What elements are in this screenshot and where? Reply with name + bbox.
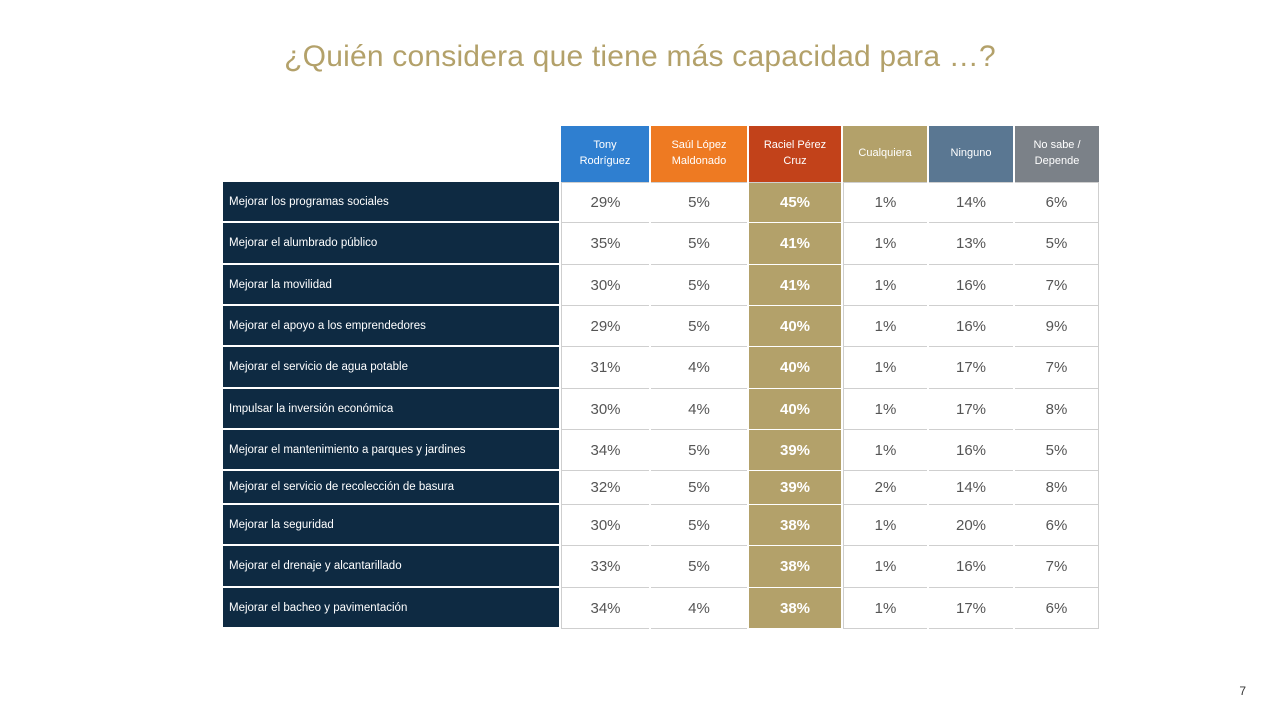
value-cell: 4% — [651, 347, 747, 389]
value-cell: 2% — [843, 471, 927, 505]
value-cell: 7% — [1015, 265, 1099, 306]
value-cell: 17% — [929, 347, 1013, 389]
value-cell: 4% — [651, 389, 747, 430]
value-cell: 5% — [651, 546, 747, 588]
value-cell: 1% — [843, 347, 927, 389]
value-cell: 1% — [843, 182, 927, 223]
row-label: Mejorar el servicio de agua potable — [223, 347, 559, 389]
highlighted-value-cell: 39% — [749, 471, 841, 505]
highlighted-value-cell: 41% — [749, 265, 841, 306]
page-number: 7 — [1239, 684, 1246, 698]
column-header-line: No sabe / — [1033, 139, 1081, 152]
highlighted-value-cell: 39% — [749, 430, 841, 471]
value-cell: 31% — [561, 347, 649, 389]
value-cell: 1% — [843, 505, 927, 546]
row-label: Mejorar el bacheo y pavimentación — [223, 588, 559, 629]
row-label: Mejorar el mantenimiento a parques y jar… — [223, 430, 559, 471]
value-cell: 6% — [1015, 588, 1099, 629]
page-title: ¿Quién considera que tiene más capacidad… — [284, 40, 996, 73]
highlighted-value-cell: 40% — [749, 347, 841, 389]
value-cell: 6% — [1015, 505, 1099, 546]
value-cell: 17% — [929, 588, 1013, 629]
value-cell: 34% — [561, 588, 649, 629]
highlighted-value-cell: 38% — [749, 505, 841, 546]
value-cell: 8% — [1015, 471, 1099, 505]
value-cell: 17% — [929, 389, 1013, 430]
value-cell: 1% — [843, 430, 927, 471]
value-cell: 5% — [651, 505, 747, 546]
column-header-line: Depende — [1034, 155, 1080, 167]
value-cell: 5% — [651, 223, 747, 265]
value-cell: 30% — [561, 265, 649, 306]
highlighted-value-cell: 40% — [749, 389, 841, 430]
row-label: Impulsar la inversión económica — [223, 389, 559, 430]
value-cell: 33% — [561, 546, 649, 588]
value-cell: 29% — [561, 182, 649, 223]
value-cell: 5% — [651, 471, 747, 505]
value-cell: 16% — [929, 430, 1013, 471]
value-cell: 1% — [843, 389, 927, 430]
value-cell: 1% — [843, 588, 927, 629]
column-header-line: Raciel Pérez — [763, 139, 827, 152]
value-cell: 13% — [929, 223, 1013, 265]
column-header: Cualquiera — [843, 126, 927, 182]
row-label: Mejorar el alumbrado público — [223, 223, 559, 265]
row-label: Mejorar la movilidad — [223, 265, 559, 306]
value-cell: 16% — [929, 306, 1013, 347]
value-cell: 5% — [651, 265, 747, 306]
value-cell: 14% — [929, 182, 1013, 223]
value-cell: 7% — [1015, 546, 1099, 588]
value-cell: 1% — [843, 223, 927, 265]
column-header-line: Saúl López — [671, 139, 727, 152]
value-cell: 30% — [561, 389, 649, 430]
row-label: Mejorar el apoyo a los emprendedores — [223, 306, 559, 347]
value-cell: 5% — [651, 182, 747, 223]
value-cell: 35% — [561, 223, 649, 265]
value-cell: 4% — [651, 588, 747, 629]
column-header: Saúl López Maldonado — [651, 126, 747, 182]
row-label: Mejorar los programas sociales — [223, 182, 559, 223]
value-cell: 5% — [651, 306, 747, 347]
value-cell: 5% — [1015, 430, 1099, 471]
value-cell: 32% — [561, 471, 649, 505]
value-cell: 16% — [929, 546, 1013, 588]
column-header-line: Cualquiera — [858, 147, 912, 160]
row-label: Mejorar la seguridad — [223, 505, 559, 546]
value-cell: 1% — [843, 306, 927, 347]
value-cell: 16% — [929, 265, 1013, 306]
highlighted-value-cell: 38% — [749, 546, 841, 588]
highlighted-value-cell: 40% — [749, 306, 841, 347]
value-cell: 20% — [929, 505, 1013, 546]
value-cell: 6% — [1015, 182, 1099, 223]
value-cell: 30% — [561, 505, 649, 546]
highlighted-value-cell: 41% — [749, 223, 841, 265]
column-header-line: Ninguno — [950, 147, 992, 160]
column-header: No sabe / Depende — [1015, 126, 1099, 182]
header-corner — [223, 126, 559, 182]
highlighted-value-cell: 45% — [749, 182, 841, 223]
row-label: Mejorar el servicio de recolección de ba… — [223, 471, 559, 505]
value-cell: 29% — [561, 306, 649, 347]
column-header-line: Maldonado — [671, 155, 727, 167]
value-cell: 14% — [929, 471, 1013, 505]
column-header: Tony Rodríguez — [561, 126, 649, 182]
highlighted-value-cell: 38% — [749, 588, 841, 629]
column-header: Ninguno — [929, 126, 1013, 182]
row-label: Mejorar el drenaje y alcantarillado — [223, 546, 559, 588]
value-cell: 1% — [843, 546, 927, 588]
value-cell: 1% — [843, 265, 927, 306]
value-cell: 8% — [1015, 389, 1099, 430]
column-header: Raciel Pérez Cruz — [749, 126, 841, 182]
value-cell: 7% — [1015, 347, 1099, 389]
column-header-line: Rodríguez — [579, 155, 631, 167]
value-cell: 5% — [651, 430, 747, 471]
value-cell: 9% — [1015, 306, 1099, 347]
value-cell: 5% — [1015, 223, 1099, 265]
value-cell: 34% — [561, 430, 649, 471]
column-header-line: Cruz — [783, 155, 807, 167]
column-header-line: Tony — [593, 139, 617, 152]
survey-table: Tony Rodríguez Saúl López Maldonado Raciel P… — [223, 126, 1099, 629]
